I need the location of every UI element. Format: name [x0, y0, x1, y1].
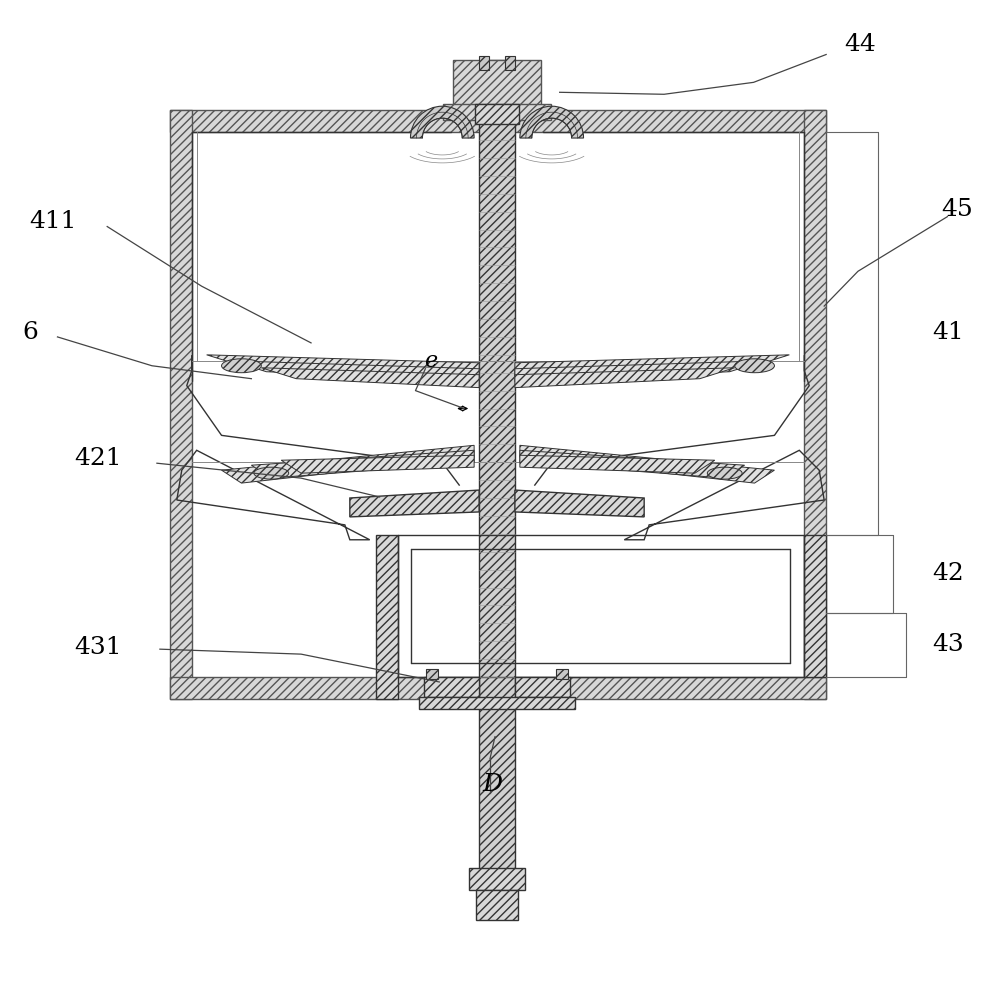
Text: 411: 411: [29, 210, 77, 233]
Text: 42: 42: [932, 562, 964, 585]
Polygon shape: [515, 355, 789, 376]
Polygon shape: [479, 56, 489, 70]
Text: D: D: [482, 773, 502, 796]
Polygon shape: [426, 669, 438, 679]
Polygon shape: [222, 445, 474, 483]
Text: 431: 431: [75, 636, 122, 659]
Polygon shape: [476, 890, 518, 920]
Polygon shape: [419, 697, 575, 709]
Polygon shape: [479, 60, 515, 898]
Polygon shape: [232, 361, 479, 382]
Text: 421: 421: [75, 447, 122, 470]
Polygon shape: [520, 450, 745, 478]
Ellipse shape: [222, 359, 261, 373]
Polygon shape: [251, 450, 474, 478]
Text: e: e: [423, 350, 437, 372]
Text: 43: 43: [932, 633, 964, 656]
Polygon shape: [515, 361, 764, 382]
Text: 6: 6: [23, 321, 39, 344]
Polygon shape: [556, 669, 568, 679]
Polygon shape: [170, 110, 192, 699]
Wedge shape: [411, 106, 474, 138]
Polygon shape: [443, 104, 551, 120]
Polygon shape: [520, 445, 774, 483]
Polygon shape: [424, 677, 479, 697]
Polygon shape: [350, 490, 479, 517]
Polygon shape: [453, 60, 541, 112]
Polygon shape: [376, 535, 398, 699]
Text: 41: 41: [932, 321, 964, 344]
Polygon shape: [515, 368, 735, 388]
Ellipse shape: [735, 359, 774, 373]
Polygon shape: [469, 868, 525, 890]
Polygon shape: [170, 677, 826, 699]
Polygon shape: [207, 355, 479, 376]
Polygon shape: [475, 104, 519, 124]
Wedge shape: [520, 106, 583, 138]
Text: 45: 45: [941, 198, 973, 221]
Ellipse shape: [253, 467, 288, 479]
Polygon shape: [170, 110, 826, 132]
Polygon shape: [281, 455, 474, 473]
Text: 44: 44: [844, 33, 876, 56]
Polygon shape: [261, 368, 479, 388]
Polygon shape: [520, 455, 715, 473]
Polygon shape: [515, 677, 570, 697]
Polygon shape: [804, 110, 826, 699]
Ellipse shape: [708, 467, 743, 479]
Polygon shape: [804, 535, 826, 677]
Polygon shape: [505, 56, 515, 70]
Polygon shape: [515, 490, 644, 517]
